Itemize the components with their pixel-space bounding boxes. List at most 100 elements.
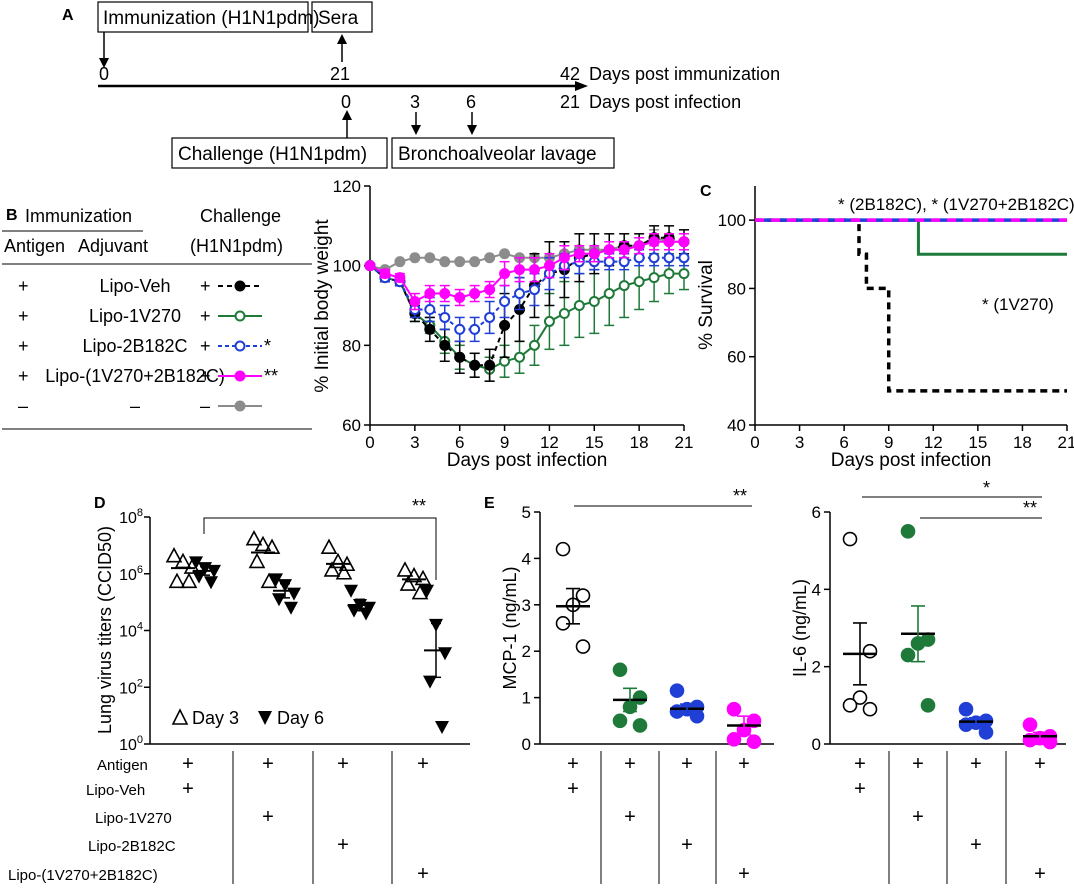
weight-x-tick-label: 15	[585, 433, 604, 452]
timeline-bottom-tick-21: 21	[560, 92, 580, 112]
e-point	[842, 531, 858, 547]
weight-y-tick-label: 100	[333, 257, 361, 276]
e-y-tick-label: 4	[812, 580, 821, 599]
weight-point	[543, 315, 555, 327]
e-y-tick-label: 6	[812, 503, 821, 522]
titer-y-tick-label: 100	[119, 734, 143, 754]
weight-point	[409, 296, 421, 308]
weight-point	[394, 256, 406, 268]
titer-day3-point	[414, 569, 432, 586]
survival-curve-0	[755, 218, 1067, 393]
weight-point	[573, 248, 585, 260]
legend-swatch-marker	[234, 370, 246, 382]
titer-day3-point	[405, 566, 423, 583]
weight-point	[514, 351, 526, 363]
survival-x-tick-label: 21	[1058, 433, 1074, 452]
panel-b-table: B Immunization Challenge Antigen Adjuvan…	[2, 206, 312, 430]
weight-point	[528, 339, 540, 351]
survival-x-tick-label: 15	[968, 433, 987, 452]
table-challenge-cell: +	[200, 336, 211, 356]
titer-y-tick-label: 104	[119, 621, 143, 641]
weight-y-label: % Initial body weight	[312, 219, 333, 393]
e-point	[978, 725, 994, 740]
grid-plus: +	[738, 753, 750, 775]
e-y-tick-label: 3	[522, 596, 531, 615]
legend-swatch-marker	[234, 340, 246, 352]
titer-day6-point	[204, 576, 218, 590]
grid-plus: +	[681, 834, 693, 856]
weight-point	[484, 311, 496, 323]
weight-point	[543, 260, 555, 272]
grid-plus: +	[567, 778, 579, 800]
weight-point	[648, 252, 660, 264]
weight-point	[424, 303, 436, 315]
survival-y-tick-label: 80	[727, 279, 746, 298]
immunization-arrowhead	[99, 58, 109, 68]
survival-x-tick-label: 0	[750, 433, 759, 452]
weight-point	[454, 256, 466, 268]
titer-tick-exponent: 2	[137, 677, 143, 689]
weight-point	[454, 323, 466, 335]
table-antigen-cell: +	[18, 276, 29, 296]
weight-point	[573, 300, 585, 311]
grid-plus: +	[912, 753, 924, 775]
e-point	[612, 662, 628, 678]
weight-point	[678, 252, 690, 264]
timeline-bottom-axis-label: Days post infection	[589, 92, 741, 112]
grid-plus: +	[567, 753, 579, 775]
weight-x-tick-label: 9	[500, 433, 509, 452]
titer-day6-point	[269, 573, 283, 587]
grid-plus: +	[337, 753, 349, 775]
grid-plus: +	[262, 753, 274, 775]
weight-x-tick-label: 21	[675, 433, 694, 452]
titer-day6-point	[284, 601, 298, 615]
titer-y-tick-label: 102	[119, 677, 143, 697]
weight-point	[663, 268, 675, 280]
grid-plus: +	[1034, 863, 1046, 885]
weight-x-label: Days post infection	[447, 450, 608, 471]
weight-chart: 0 3 6 9 12 15 18 21 60 80 100 120 Days post infecti…	[312, 177, 693, 471]
weight-point	[439, 256, 451, 268]
survival-annotation-1v270: * (1V270)	[982, 295, 1054, 314]
table-antigen-cell: +	[18, 366, 29, 386]
grid-plus: +	[912, 806, 924, 828]
titer-day3-point	[263, 538, 281, 555]
grid-plus: +	[1034, 753, 1046, 775]
weight-point	[603, 256, 615, 268]
timeline-axis-arrowhead	[575, 81, 588, 91]
survival-series	[755, 218, 1067, 393]
weight-x-tick-label: 3	[410, 433, 419, 452]
weight-point	[618, 244, 630, 256]
titer-day3-point	[245, 530, 263, 546]
e-point	[920, 698, 936, 713]
titer-day3-point	[165, 547, 183, 563]
legend-significance: **	[264, 366, 278, 386]
header-immunization: Immunization	[25, 206, 132, 226]
weight-point	[603, 244, 615, 256]
legend-day6-marker	[258, 711, 272, 725]
titer-day6-point	[423, 675, 437, 689]
timeline-top-axis-label: Days post immunization	[589, 64, 780, 84]
titer-day3-point	[399, 575, 417, 591]
legend-day6-text: Day 6	[277, 708, 324, 728]
e-point	[746, 734, 762, 749]
panel-label-c: C	[700, 183, 712, 200]
titer-tick-base: 10	[119, 567, 137, 584]
table-challenge-cell: –	[200, 396, 210, 416]
sera-box	[311, 1, 373, 33]
titer-day3-point	[411, 583, 429, 600]
table-challenge-cell: +	[200, 366, 211, 386]
survival-chart: C 0 3 6 9 12 15 18 21 40 60 80 100 * (2B182C), * (1…	[696, 183, 1074, 471]
survival-x-tick-label: 6	[839, 433, 848, 452]
titer-day3-point	[180, 572, 198, 589]
titer-day3-point	[323, 561, 341, 577]
mcp1-ticks: 0 1 2 3 4 5	[522, 503, 540, 754]
timeline-bottom-tick-0: 0	[341, 92, 351, 112]
survival-y-label: % Survival	[696, 260, 717, 350]
weight-point	[663, 252, 675, 264]
grid-plus: +	[262, 806, 274, 828]
header-adjuvant: Adjuvant	[78, 236, 148, 256]
grid-plus: +	[854, 753, 866, 775]
weight-point	[499, 355, 511, 367]
